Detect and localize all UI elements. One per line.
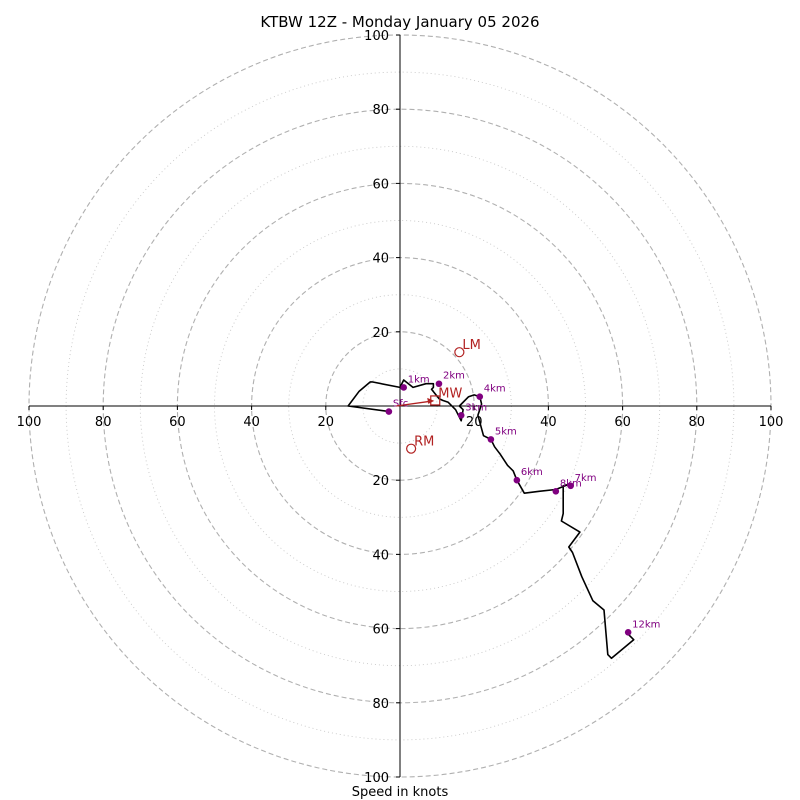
- x-tick-label: 80: [689, 415, 706, 430]
- x-tick-label: 100: [759, 415, 784, 430]
- height-marker-dot: [624, 629, 632, 636]
- hodograph-trace: [347, 379, 635, 660]
- height-marker-label: 12km: [632, 619, 660, 630]
- height-marker-dot: [487, 436, 495, 443]
- height-marker-dot: [400, 384, 408, 391]
- y-tick-label: 40: [372, 252, 389, 267]
- x-tick-label: 100: [17, 415, 42, 430]
- x-tick-label: 80: [95, 415, 112, 430]
- y-tick-label: 60: [372, 623, 389, 638]
- height-marker-label: 7km: [575, 473, 597, 484]
- x-tick-label: 60: [169, 415, 186, 430]
- height-marker-label: 2km: [443, 371, 465, 382]
- x-tick-label: 20: [318, 415, 335, 430]
- height-marker-label: Sfc: [393, 399, 408, 410]
- right-mover-label: RM: [414, 435, 434, 450]
- y-tick-label: 100: [364, 29, 389, 44]
- shear-arrow-line: [396, 400, 430, 407]
- height-marker-dot: [552, 488, 560, 495]
- height-marker-label: 4km: [484, 384, 506, 395]
- height-marker-dot: [385, 408, 393, 415]
- wind-profile-line: [347, 379, 635, 660]
- right-mover-marker: [406, 443, 417, 454]
- x-axis-label: Speed in knots: [352, 785, 449, 800]
- height-marker-label: 1km: [408, 374, 430, 385]
- mean-wind-label: MW: [438, 386, 462, 401]
- height-marker-label: 6km: [521, 467, 543, 478]
- height-marker-dot: [476, 393, 484, 401]
- y-tick-label: 60: [372, 177, 389, 192]
- height-marker-label: 8km: [560, 478, 582, 489]
- y-tick-label: 40: [372, 548, 389, 563]
- x-tick-label: 40: [243, 415, 260, 430]
- y-tick-label: 80: [372, 103, 389, 118]
- height-marker-dot: [513, 476, 521, 484]
- height-marker-dot: [567, 482, 574, 490]
- chart-title: KTBW 12Z - Monday January 05 2026: [260, 13, 539, 31]
- x-tick-label: 40: [540, 415, 557, 430]
- left-mover-marker: [454, 347, 465, 358]
- y-tick-label: 20: [372, 326, 389, 341]
- left-mover-label: LM: [462, 338, 480, 353]
- height-marker-label: 3km: [465, 402, 487, 413]
- x-tick-label: 60: [614, 415, 631, 430]
- y-tick-label: 100: [364, 771, 389, 786]
- y-tick-label: 20: [372, 474, 389, 489]
- height-marker-dot: [457, 411, 465, 419]
- mean-wind-marker: [430, 395, 441, 406]
- height-marker-label: 5km: [495, 426, 517, 437]
- storm-motion-markers: LM RM MW: [396, 338, 481, 454]
- y-tick-label: 80: [372, 697, 389, 712]
- height-marker-dot: [435, 380, 443, 388]
- tick-labels: 100 80 60 40 20 20 40 60 80 100100806040202040608…: [17, 29, 784, 786]
